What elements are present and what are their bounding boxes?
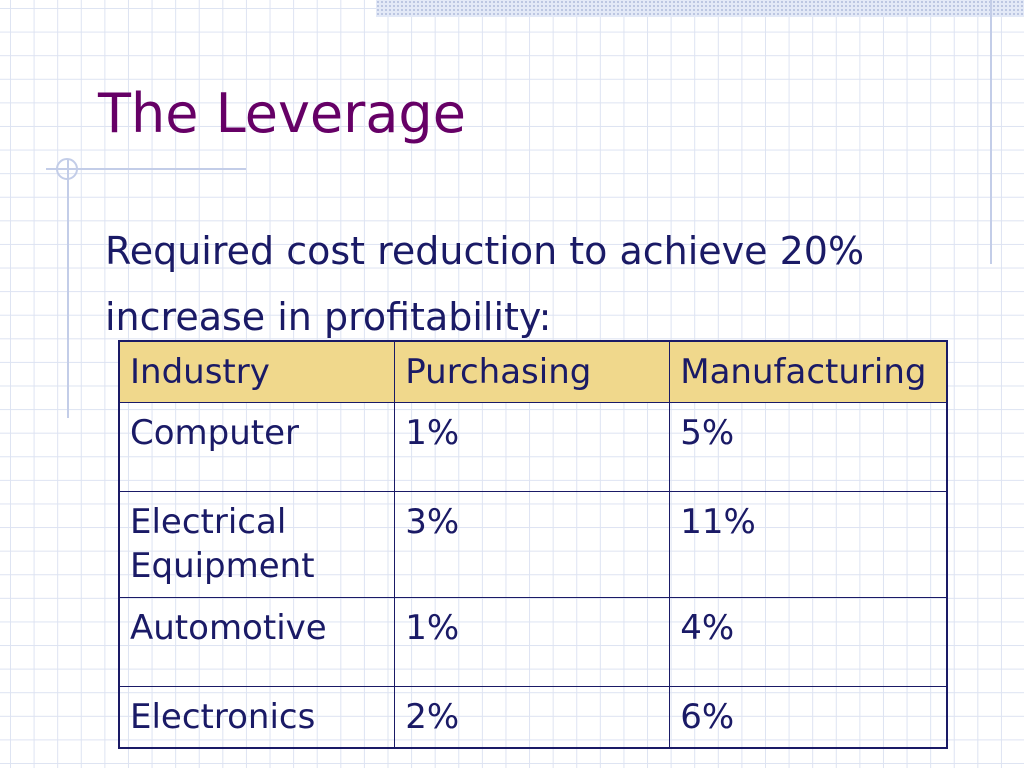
cell-purchasing: 2% (394, 685, 671, 749)
decorative-line-right (990, 0, 992, 264)
table-row: Electronics 2% 6% (118, 685, 948, 749)
cell-industry: Electrical Equipment (118, 491, 396, 598)
cell-purchasing: 1% (394, 402, 671, 493)
cell-manufacturing: 6% (669, 685, 948, 749)
table-row: Computer 1% 5% (118, 402, 948, 493)
header-manufacturing: Manufacturing (669, 340, 948, 404)
leverage-table: Industry Purchasing Manufacturing Comput… (118, 340, 948, 749)
table-row: Automotive 1% 4% (118, 596, 948, 687)
decorative-line-horizontal (46, 168, 246, 170)
decorative-ring (56, 158, 78, 180)
header-purchasing: Purchasing (394, 340, 671, 404)
cell-purchasing: 3% (394, 491, 671, 598)
slide-title: The Leverage (98, 82, 466, 145)
cell-manufacturing: 11% (669, 491, 948, 598)
cell-purchasing: 1% (394, 596, 671, 687)
decorative-line-left (67, 160, 69, 418)
cell-industry: Electronics (118, 685, 396, 749)
cell-industry: Automotive (118, 596, 396, 687)
cell-manufacturing: 4% (669, 596, 948, 687)
cell-industry: Computer (118, 402, 396, 493)
slide-subtitle: Required cost reduction to achieve 20% i… (105, 229, 865, 339)
header-industry: Industry (118, 340, 396, 404)
table-row: Electrical Equipment 3% 11% (118, 491, 948, 598)
table-header-row: Industry Purchasing Manufacturing (118, 340, 948, 404)
cell-manufacturing: 5% (669, 402, 948, 493)
top-decorative-band (376, 0, 1024, 17)
